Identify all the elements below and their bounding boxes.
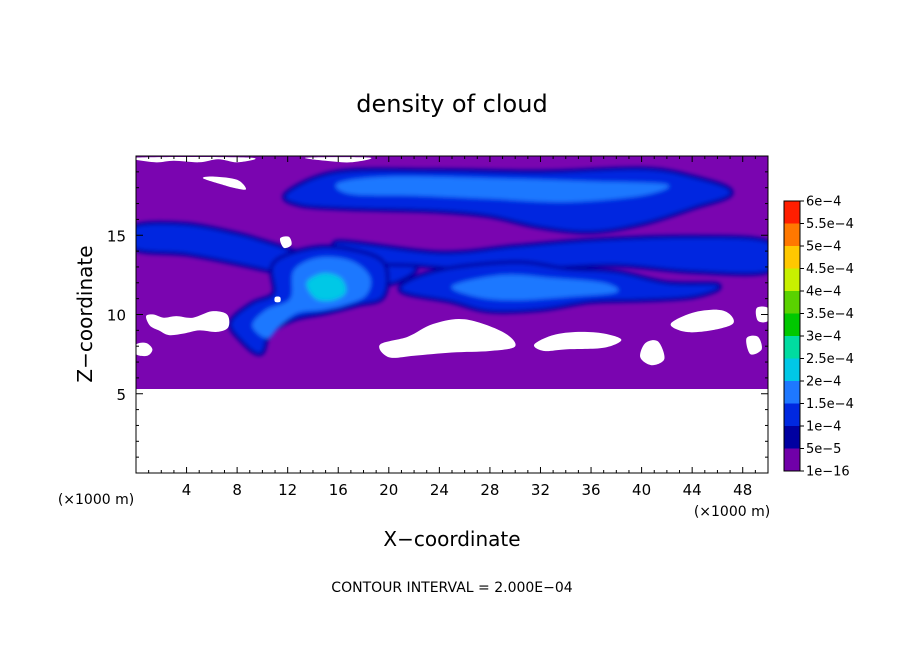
cloud-region — [335, 238, 768, 273]
x-tick-label: 44 — [683, 481, 702, 499]
colorbar-swatch — [784, 403, 800, 426]
x-tick-label: 28 — [480, 481, 499, 499]
colorbar-swatch — [784, 291, 800, 314]
colorbar-label: 1e−16 — [806, 465, 850, 480]
colorbar: 1e−16 5e−5 1e−4 1.5e−4 2e−4 2.5e−4 3e−4 3.5e−4 4… — [783, 195, 854, 480]
no-data-region — [202, 176, 247, 190]
no-data-region — [136, 342, 153, 357]
colorbar-swatch — [784, 246, 800, 269]
contour-interval-note: CONTOUR INTERVAL = 2.000E−04 — [331, 580, 572, 596]
no-data-regions — [136, 157, 768, 473]
no-data-region — [136, 157, 256, 163]
colorbar-label: 3.5e−4 — [806, 307, 854, 322]
colorbar-frame — [783, 200, 801, 472]
no-data-region — [670, 309, 734, 333]
colorbar-swatch — [784, 426, 800, 449]
colorbar-swatch — [784, 223, 800, 246]
cloud-regions — [136, 166, 768, 356]
x-tick-label: 8 — [232, 481, 242, 499]
x-tick-label: 20 — [379, 481, 398, 499]
x-tick-label: 24 — [430, 481, 449, 499]
colorbar-label: 5.5e−4 — [806, 217, 854, 232]
y-tick-label: 5 — [116, 386, 126, 404]
colorbar-label: 2e−4 — [806, 375, 841, 390]
colorbar-label: 1e−4 — [806, 420, 841, 435]
no-data-region — [274, 296, 281, 303]
colorbar-label: 6e−4 — [806, 195, 841, 210]
colorbar-label: 2.5e−4 — [806, 352, 854, 367]
x-unit-label: (×1000 m) — [694, 504, 770, 520]
chart-title: density of cloud — [356, 90, 547, 118]
x-axis-label: X−coordinate — [383, 527, 520, 551]
colorbar-label: 3e−4 — [806, 330, 841, 345]
cloud-region — [252, 256, 371, 339]
y-tick-label: 15 — [107, 227, 126, 245]
plot-area — [136, 156, 768, 473]
x-tick-label: 36 — [581, 481, 600, 499]
cloud-region — [306, 273, 347, 301]
colorbar-swatch — [784, 448, 800, 471]
y-axis-label: Z−coordinate — [73, 245, 97, 382]
no-data-region — [533, 331, 622, 352]
colorbar-swatch — [784, 358, 800, 381]
colorbar-label: 1.5e−4 — [806, 397, 854, 412]
no-data-region — [746, 335, 763, 355]
y-tick-label: 10 — [107, 307, 126, 325]
y-axis: 5 10 15 — [107, 171, 768, 458]
no-data-region — [136, 389, 768, 473]
cloud-region — [335, 176, 670, 203]
colorbar-swatch — [784, 336, 800, 359]
colorbar-label: 4e−4 — [806, 285, 841, 300]
x-tick-label: 16 — [329, 481, 348, 499]
cloud-region — [451, 274, 619, 301]
x-tick-label: 4 — [182, 481, 192, 499]
colorbar-label: 4.5e−4 — [806, 262, 854, 277]
x-axis: 4 8 12 16 20 24 28 32 36 40 44 48 — [148, 156, 756, 499]
colorbar-label: 5e−5 — [806, 442, 841, 457]
colorbar-label: 5e−4 — [806, 240, 841, 255]
x-tick-label: 12 — [278, 481, 297, 499]
x-tick-label: 48 — [733, 481, 752, 499]
y-unit-label: (×1000 m) — [58, 492, 134, 508]
no-data-region — [146, 311, 230, 336]
colorbar-swatch — [784, 313, 800, 336]
no-data-region — [379, 318, 516, 358]
colorbar-swatch — [784, 381, 800, 404]
colorbar-swatch — [784, 201, 800, 224]
colorbar-swatch — [784, 268, 800, 291]
no-data-region — [279, 236, 292, 249]
x-tick-label: 32 — [531, 481, 550, 499]
no-data-region — [640, 340, 665, 366]
x-tick-label: 40 — [632, 481, 651, 499]
